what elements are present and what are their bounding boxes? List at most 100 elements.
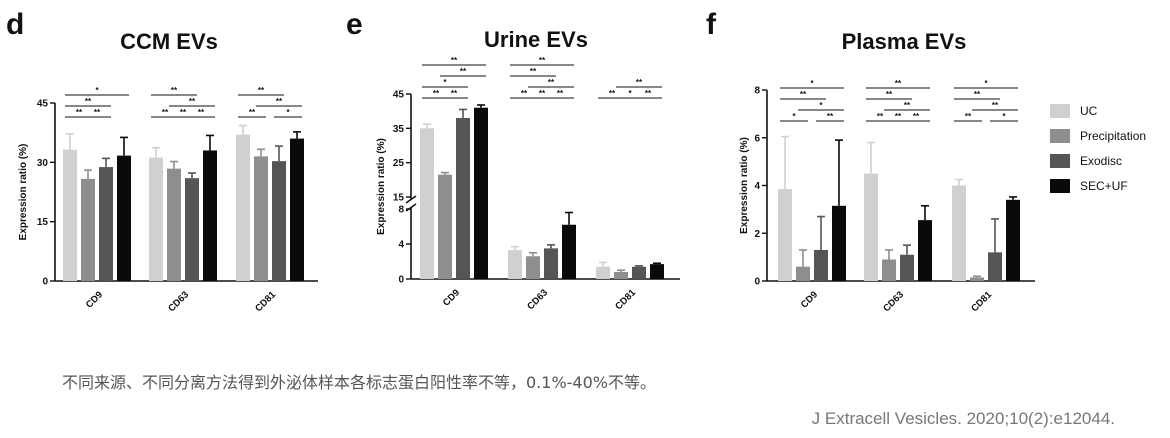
significance-label: ** bbox=[992, 101, 999, 110]
bar-sec-uf bbox=[832, 205, 846, 281]
panel-letter: f bbox=[706, 8, 717, 41]
bar-precipitation bbox=[254, 156, 268, 281]
significance-label: ** bbox=[539, 56, 546, 65]
significance-label: ** bbox=[460, 67, 467, 76]
y-tick-label: 25 bbox=[393, 158, 405, 169]
significance-label: ** bbox=[521, 89, 528, 98]
significance-label: ** bbox=[913, 112, 920, 121]
significance-label: ** bbox=[895, 112, 902, 121]
y-tick-label: 15 bbox=[37, 217, 49, 228]
bar-sec-uf bbox=[562, 224, 576, 279]
bar-uc bbox=[236, 134, 250, 281]
significance-label: ** bbox=[94, 108, 101, 117]
significance-label: * bbox=[95, 86, 99, 95]
significance-label: ** bbox=[609, 89, 616, 98]
legend-swatch bbox=[1050, 154, 1070, 168]
y-tick-label: 45 bbox=[37, 99, 49, 110]
bar-precipitation bbox=[970, 277, 984, 281]
significance-label: ** bbox=[974, 90, 981, 99]
bar-precipitation bbox=[526, 256, 540, 279]
legend-swatch bbox=[1050, 104, 1070, 118]
significance-label: ** bbox=[451, 89, 458, 98]
bar-precipitation bbox=[882, 259, 896, 281]
significance-label: ** bbox=[189, 97, 196, 106]
significance-label: ** bbox=[557, 89, 564, 98]
bar-exodisc bbox=[185, 178, 199, 281]
bar-uc bbox=[508, 250, 522, 279]
y-tick-label: 8 bbox=[398, 205, 404, 216]
y-tick-label: 4 bbox=[398, 240, 404, 251]
significance-label: ** bbox=[530, 67, 537, 76]
panel-title: CCM EVs bbox=[120, 29, 218, 54]
axis-break-mark bbox=[405, 195, 417, 204]
bar-exodisc bbox=[456, 118, 470, 280]
significance-label: * bbox=[628, 89, 632, 98]
y-tick-label: 0 bbox=[754, 277, 760, 288]
significance-label: ** bbox=[886, 90, 893, 99]
axis-break-mark bbox=[405, 203, 417, 212]
significance-label: ** bbox=[904, 101, 911, 110]
y-tick-label: 0 bbox=[398, 275, 404, 286]
bar-sec-uf bbox=[650, 264, 664, 279]
y-tick-label: 8 bbox=[754, 86, 760, 97]
significance-label: ** bbox=[636, 78, 643, 87]
bar-exodisc bbox=[272, 161, 286, 281]
panel-f: f Plasma EVs 0 2 4 6 8 Expression ratio (%) CD9 C… bbox=[706, 8, 1035, 314]
bar-sec-uf bbox=[1006, 199, 1020, 281]
significance-label: ** bbox=[85, 97, 92, 106]
x-tick-label: CD63 bbox=[525, 287, 550, 312]
significance-label: * bbox=[286, 108, 290, 117]
significance-label: ** bbox=[800, 90, 807, 99]
panel-e: e Urine EVs 0 4 815 25 35 45 Expression ratio (%… bbox=[346, 8, 680, 312]
bar-sec-uf bbox=[203, 150, 217, 281]
legend-label: Exodisc bbox=[1080, 154, 1122, 168]
legend-label: UC bbox=[1080, 104, 1098, 118]
significance-label: ** bbox=[895, 79, 902, 88]
significance-label: * bbox=[1002, 112, 1006, 121]
panel-letter: d bbox=[6, 8, 24, 41]
x-tick-label: CD81 bbox=[969, 289, 994, 314]
legend-label: Precipitation bbox=[1080, 129, 1146, 143]
bar-uc bbox=[864, 173, 878, 281]
caption: 不同来源、不同分离方法得到外泌体样本各标志蛋白阳性率不等，0.1%-40%不等。 bbox=[62, 373, 656, 392]
bar-exodisc bbox=[632, 266, 646, 279]
bar-uc bbox=[952, 185, 966, 281]
bar-uc bbox=[149, 157, 163, 281]
significance-label: ** bbox=[198, 108, 205, 117]
bar-precipitation bbox=[81, 178, 95, 281]
bar-exodisc bbox=[99, 167, 113, 281]
legend: UC Precipitation Exodisc SEC+UF bbox=[1050, 104, 1146, 193]
x-tick-label: CD63 bbox=[166, 289, 191, 314]
significance-label: ** bbox=[539, 89, 546, 98]
significance-label: ** bbox=[162, 108, 169, 117]
y-axis-label: Expression ratio (%) bbox=[18, 144, 29, 241]
y-tick-label: 4 bbox=[754, 181, 760, 192]
bar-precipitation bbox=[796, 266, 810, 281]
significance-label: ** bbox=[965, 112, 972, 121]
y-tick-label: 6 bbox=[754, 133, 760, 144]
y-axis-label: Expression ratio (%) bbox=[376, 138, 387, 235]
significance-label: * bbox=[810, 79, 814, 88]
significance-label: ** bbox=[249, 108, 256, 117]
significance-label: ** bbox=[76, 108, 83, 117]
bar-uc bbox=[778, 189, 792, 281]
significance-label: ** bbox=[451, 56, 458, 65]
bar-sec-uf bbox=[117, 155, 131, 281]
y-tick-label: 15 bbox=[393, 193, 405, 204]
bar-uc bbox=[420, 128, 434, 279]
significance-label: ** bbox=[433, 89, 440, 98]
figure: d CCM EVs 0 15 30 45 Expression ratio (%) CD9 CD… bbox=[6, 8, 1146, 314]
bar-sec-uf bbox=[290, 138, 304, 281]
bar-precipitation bbox=[167, 168, 181, 281]
panel-letter: e bbox=[346, 8, 363, 41]
significance-label: ** bbox=[171, 86, 178, 95]
bar-exodisc bbox=[900, 254, 914, 281]
bar-exodisc bbox=[988, 252, 1002, 281]
significance-label: ** bbox=[180, 108, 187, 117]
y-axis-label: Expression ratio (%) bbox=[739, 137, 750, 234]
significance-label: * bbox=[443, 78, 447, 87]
bar-precipitation bbox=[438, 174, 452, 279]
significance-label: * bbox=[792, 112, 796, 121]
panel-title: Plasma EVs bbox=[842, 29, 967, 54]
citation: J Extracell Vesicles. 2020;10(2):e12044. bbox=[811, 409, 1115, 428]
